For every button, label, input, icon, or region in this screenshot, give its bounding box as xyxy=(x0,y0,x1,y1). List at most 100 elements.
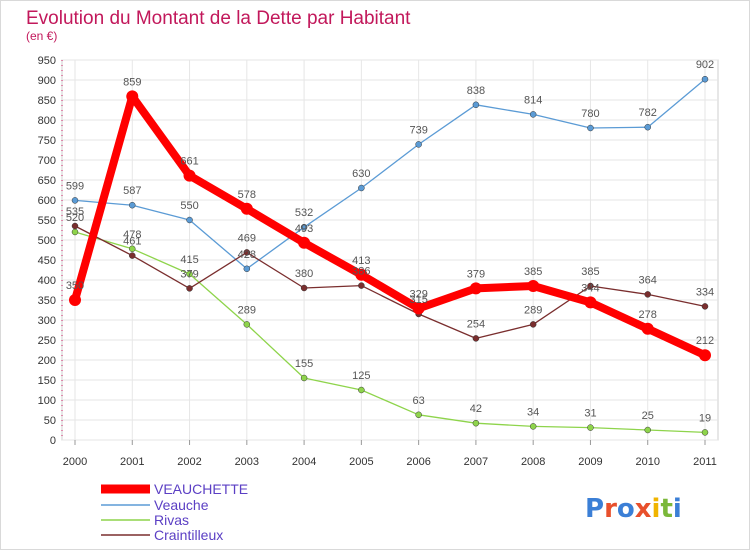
data-point xyxy=(69,294,81,306)
data-point xyxy=(644,291,651,298)
y-tick-label: 900 xyxy=(38,75,56,87)
x-tick-label: 2007 xyxy=(464,456,488,468)
data-label: 739 xyxy=(409,124,427,136)
legend-label-craintilleux: Craintilleux xyxy=(154,527,223,543)
series-layer xyxy=(69,75,711,436)
legend-label-rivas: Rivas xyxy=(154,512,189,528)
proxiti-logo: Proxiti xyxy=(585,494,682,524)
series-veauche xyxy=(71,75,709,273)
data-point xyxy=(355,268,368,281)
data-label: 344 xyxy=(581,282,599,294)
data-point xyxy=(129,201,136,209)
data-label: 814 xyxy=(524,94,542,106)
grid-layer xyxy=(61,59,719,441)
data-point xyxy=(358,282,365,289)
data-point xyxy=(186,216,193,224)
data-point xyxy=(527,280,540,292)
data-point xyxy=(243,249,251,256)
axes-layer: 0 50 100 150 200 250 300 350 400 450 500 550 600 650 7… xyxy=(38,55,717,468)
series-line xyxy=(74,225,706,340)
data-point xyxy=(415,411,422,419)
data-point xyxy=(71,222,79,230)
data-label: 461 xyxy=(123,236,141,248)
data-label: 780 xyxy=(581,108,599,120)
y-tick-label: 250 xyxy=(38,335,56,347)
data-point xyxy=(415,141,422,148)
data-point xyxy=(358,386,365,394)
data-point xyxy=(472,101,480,109)
value-labels-layer: 350 859 661 578 493 413 329 379 385 344 278 212 599 5… xyxy=(66,59,714,424)
data-label: 630 xyxy=(352,168,370,180)
series-line xyxy=(74,78,706,270)
y-tick-label: 500 xyxy=(38,235,56,247)
data-point xyxy=(186,270,193,278)
chart-title: Evolution du Montant de la Dette par Hab… xyxy=(26,8,411,29)
data-point xyxy=(300,374,308,382)
data-point xyxy=(183,169,196,182)
data-point xyxy=(587,282,594,290)
x-tick-label: 2009 xyxy=(578,456,602,468)
data-label: 350 xyxy=(66,280,84,292)
y-tick-label: 350 xyxy=(38,295,56,307)
data-label: 578 xyxy=(238,189,256,201)
data-label: 599 xyxy=(66,180,84,192)
data-label: 289 xyxy=(524,304,542,316)
logo-letter: t xyxy=(660,494,672,524)
data-label: 364 xyxy=(639,274,657,286)
x-tick-label: 2001 xyxy=(120,456,144,468)
data-label: 315 xyxy=(409,294,427,306)
data-label: 155 xyxy=(295,358,313,370)
logo-letter: i xyxy=(673,494,682,524)
series-line xyxy=(74,231,706,434)
x-tick-label: 2010 xyxy=(635,456,659,468)
data-label: 386 xyxy=(352,266,370,278)
data-point xyxy=(701,75,709,83)
data-point xyxy=(71,197,79,204)
y-tick-label: 700 xyxy=(38,155,56,167)
x-tick-label: 2006 xyxy=(406,456,430,468)
y-tick-label: 100 xyxy=(38,395,56,407)
x-tick-label: 2011 xyxy=(693,456,717,468)
data-point xyxy=(584,296,597,309)
data-label: 289 xyxy=(238,304,256,316)
data-point xyxy=(587,424,594,431)
legend-label-veauche: Veauche xyxy=(154,497,209,513)
logo-text: Proxiti xyxy=(585,494,682,524)
y-tick-label: 800 xyxy=(38,115,56,127)
data-label: 520 xyxy=(66,212,84,224)
series-rivas xyxy=(71,228,709,436)
data-label: 587 xyxy=(123,185,141,197)
plot-area xyxy=(61,59,719,441)
x-tick-label: 2005 xyxy=(349,456,373,468)
y-tick-label: 300 xyxy=(38,315,56,327)
data-point xyxy=(240,202,253,215)
data-label: 385 xyxy=(581,266,599,278)
data-point xyxy=(472,335,480,342)
data-label: 493 xyxy=(295,223,313,235)
data-label: 25 xyxy=(642,410,654,422)
data-point xyxy=(587,124,594,132)
data-label: 379 xyxy=(467,268,485,280)
x-tick-label: 2002 xyxy=(177,456,201,468)
data-point xyxy=(701,429,709,436)
data-point xyxy=(701,303,709,310)
logo-letter: P xyxy=(585,494,604,524)
data-point xyxy=(644,426,651,434)
data-label: 413 xyxy=(352,255,370,267)
data-label: 532 xyxy=(295,207,313,219)
data-point xyxy=(641,322,654,335)
data-point xyxy=(529,111,537,118)
logo-letter: x xyxy=(635,494,652,524)
data-point xyxy=(529,321,537,328)
y-tick-label: 600 xyxy=(38,195,56,207)
data-point xyxy=(129,245,136,253)
data-label: 478 xyxy=(123,229,141,241)
y-tick-label: 0 xyxy=(50,435,56,447)
logo-letter: i xyxy=(652,494,661,524)
data-point xyxy=(243,265,251,273)
data-label: 34 xyxy=(527,406,539,418)
series-veauchette xyxy=(69,90,711,362)
data-point xyxy=(469,282,482,295)
data-point xyxy=(186,285,193,292)
